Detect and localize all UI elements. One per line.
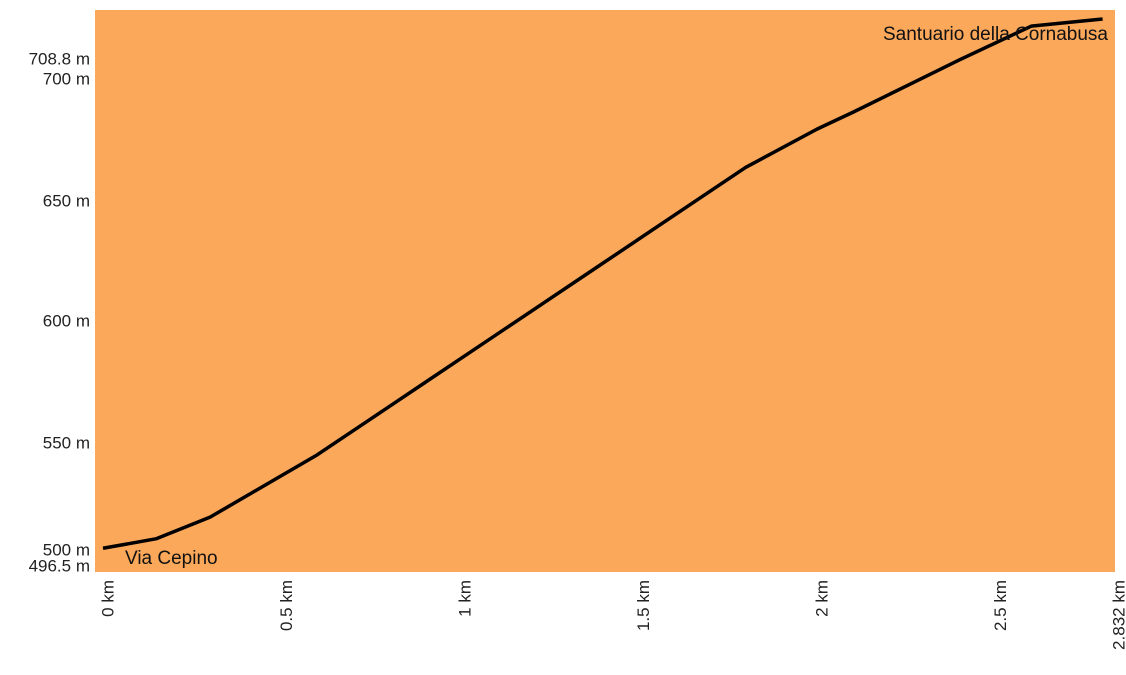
end-point-label: Santuario della Cornabusa [883, 24, 1108, 45]
y-tick-label: 708.8 m [29, 49, 90, 68]
y-tick-label: 550 m [43, 433, 90, 452]
elevation-line [102, 17, 1103, 550]
plot-area [95, 10, 1115, 572]
start-point-label: Via Cepino [125, 548, 218, 569]
y-tick-label: 700 m [43, 69, 90, 88]
x-tick-label: 1 km [455, 580, 474, 617]
annotations: Via Cepino Santuario della Cornabusa [125, 24, 1108, 569]
x-tick-label: 2.5 km [991, 580, 1010, 631]
y-tick-label: 600 m [43, 311, 90, 330]
x-tick-label: 1.5 km [634, 580, 653, 631]
x-tick-label: 2 km [812, 580, 831, 617]
x-axis-ticks: 0 km 0.5 km 1 km 1.5 km 2 km 2.5 km 2.832 km [98, 580, 1126, 650]
y-tick-label: 500 m [43, 540, 90, 559]
x-tick-label: 2.832 km [1110, 580, 1126, 650]
y-tick-label: 650 m [43, 191, 90, 210]
x-tick-label: 0.5 km [277, 580, 296, 631]
y-tick-label: 496.5 m [29, 556, 90, 575]
x-tick-label: 0 km [98, 580, 117, 617]
